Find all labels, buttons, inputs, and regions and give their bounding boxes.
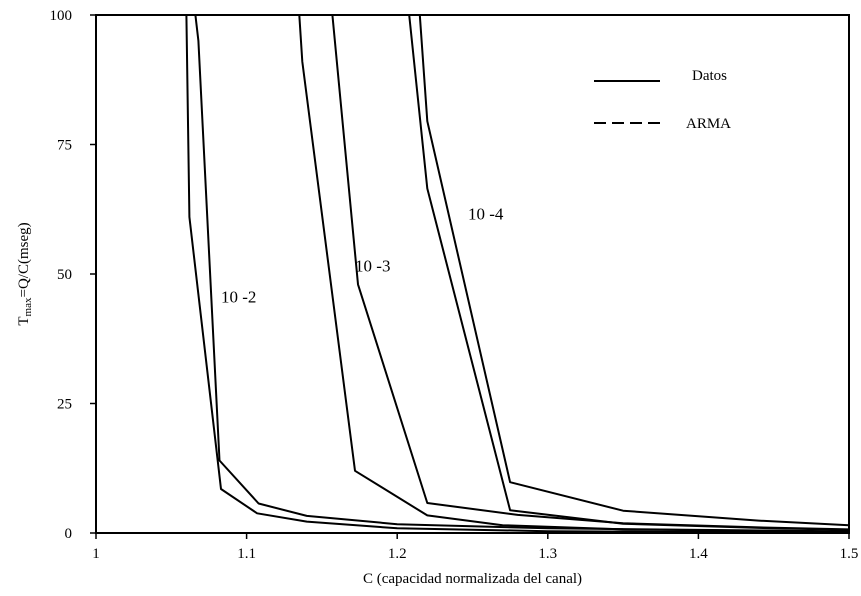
series-line-1: [185, 15, 849, 533]
legend: Datos ARMA: [594, 68, 731, 132]
y-tick-label: 0: [65, 526, 73, 542]
legend-label-arma: ARMA: [686, 116, 731, 132]
series-line-6: [418, 15, 849, 527]
plot-frame: [95, 14, 850, 534]
series-group: [185, 15, 849, 533]
y-tick-label: 50: [57, 267, 72, 283]
x-tick-label: 1.2: [388, 546, 407, 562]
x-tick-label: 1.1: [237, 546, 256, 562]
x-tick-label: 1.5: [840, 546, 859, 562]
curve-annotation: 10 -4: [468, 205, 504, 224]
series-line-4: [331, 15, 849, 531]
curve-annotation: 10 -3: [355, 256, 390, 275]
y-axis-title-sub: max: [22, 297, 34, 316]
legend-label-datos: Datos: [692, 68, 727, 84]
x-tick-label: 1: [92, 546, 100, 562]
y-axis-title-rest: =Q/C(mseg): [16, 222, 32, 297]
y-axis-title-main: T: [16, 316, 32, 325]
y-axis-title: Tmax=Q/C(mseg): [16, 222, 34, 325]
series-line-5: [408, 15, 849, 531]
curve-annotation: 10 -2: [221, 287, 256, 306]
x-tick-label: 1.3: [538, 546, 557, 562]
y-tick-label: 25: [57, 397, 72, 413]
x-tick-label: 1.4: [689, 546, 708, 562]
series-line-3: [298, 15, 849, 533]
series-line-2: [194, 15, 849, 533]
x-axis-title: C (capacidad normalizada del canal): [363, 571, 582, 587]
y-tick-label: 75: [57, 138, 72, 154]
y-tick-label: 100: [50, 8, 73, 24]
